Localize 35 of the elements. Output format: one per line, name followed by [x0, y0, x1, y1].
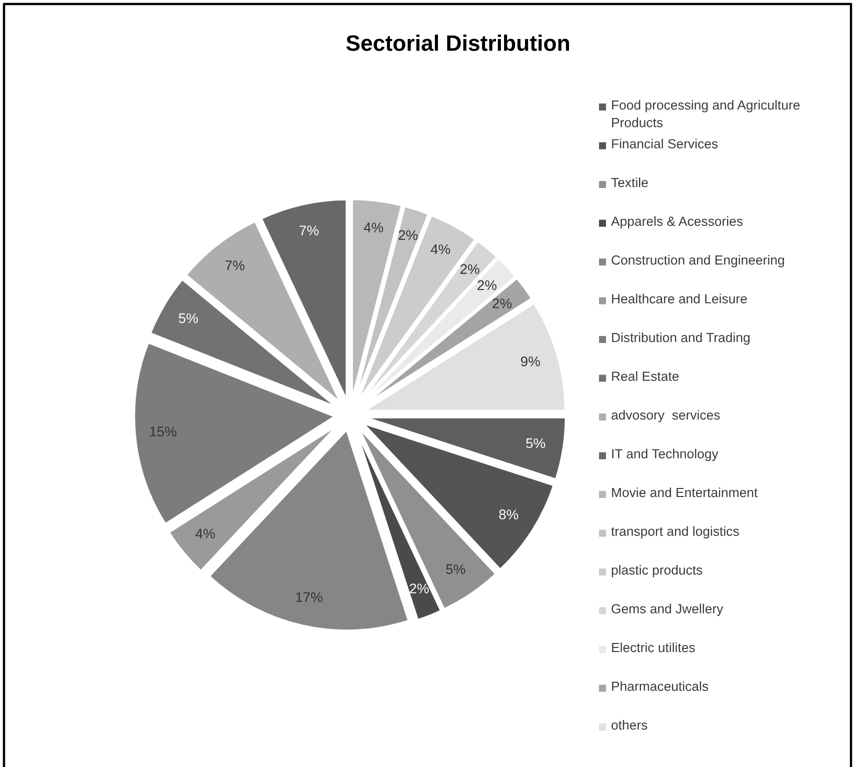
data-label: 17%	[296, 592, 322, 602]
legend-label: advosory services	[612, 410, 720, 422]
data-label: 2%	[492, 298, 512, 308]
legend-label: Electric utilites	[612, 642, 695, 652]
data-label: 2%	[398, 230, 418, 240]
data-label: 7%	[300, 226, 319, 236]
chart-title: Sectorial Distribution	[346, 34, 569, 51]
data-label: 2%	[410, 584, 429, 594]
legend-label: Apparels & Acessories	[611, 216, 743, 229]
legend-label: Construction and Engineering	[612, 255, 784, 268]
legend-label: Food processing and Agriculture Products	[612, 100, 800, 128]
legend-label: Textile	[611, 178, 648, 188]
legend-label: plastic products	[612, 565, 702, 578]
data-label: 5%	[178, 313, 198, 324]
data-label: 9%	[521, 356, 540, 366]
data-label: 8%	[499, 510, 518, 520]
data-label: 4%	[430, 244, 450, 254]
legend-label: Movie and Entertainment	[612, 488, 758, 498]
legend-label: Financial Services	[612, 138, 718, 148]
data-label: 4%	[196, 528, 215, 538]
data-label: 15%	[150, 426, 176, 436]
legend-label: IT and Technology	[612, 448, 718, 462]
legend-label: Healthcare and Leisure	[612, 294, 747, 304]
data-label: 5%	[526, 438, 546, 448]
data-label: 7%	[226, 260, 244, 270]
legend-label: others	[612, 720, 648, 730]
data-label: 5%	[446, 564, 466, 574]
legend-label: transport and logistics	[611, 526, 739, 539]
legend-label: Real Estate	[612, 371, 679, 381]
legend-label: Pharmaceuticals	[612, 681, 708, 691]
legend-label: Distribution and Trading	[612, 332, 750, 345]
data-label: 2%	[478, 280, 496, 290]
data-label: 2%	[460, 264, 480, 274]
legend-label: Gems and Jwellery	[612, 604, 724, 616]
data-label: 4%	[364, 222, 384, 232]
